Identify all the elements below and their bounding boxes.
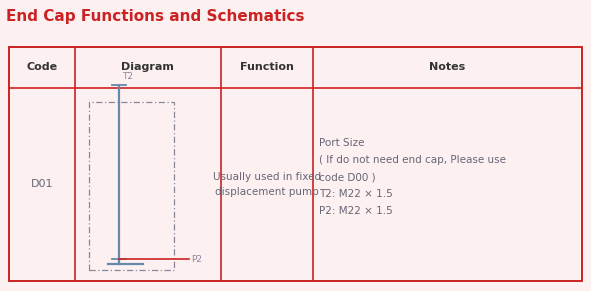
Text: Notes: Notes <box>429 62 466 72</box>
Text: Function: Function <box>240 62 294 72</box>
Text: D01: D01 <box>31 179 53 189</box>
Bar <box>9 47 582 281</box>
Text: code D00 ): code D00 ) <box>319 172 375 182</box>
Text: P2: P2 <box>191 255 202 264</box>
Bar <box>89 102 174 270</box>
Text: Diagram: Diagram <box>121 62 174 72</box>
Text: End Cap Functions and Schematics: End Cap Functions and Schematics <box>6 9 304 24</box>
Text: T2: T2 <box>122 72 133 81</box>
Text: T2: M22 × 1.5: T2: M22 × 1.5 <box>319 189 392 199</box>
Text: Port Size: Port Size <box>319 139 364 148</box>
Text: Code: Code <box>26 62 57 72</box>
Text: P2: M22 × 1.5: P2: M22 × 1.5 <box>319 206 392 216</box>
Text: ( If do not need end cap, Please use: ( If do not need end cap, Please use <box>319 155 506 165</box>
Text: Usually used in fixed
displacement pump: Usually used in fixed displacement pump <box>213 172 321 197</box>
